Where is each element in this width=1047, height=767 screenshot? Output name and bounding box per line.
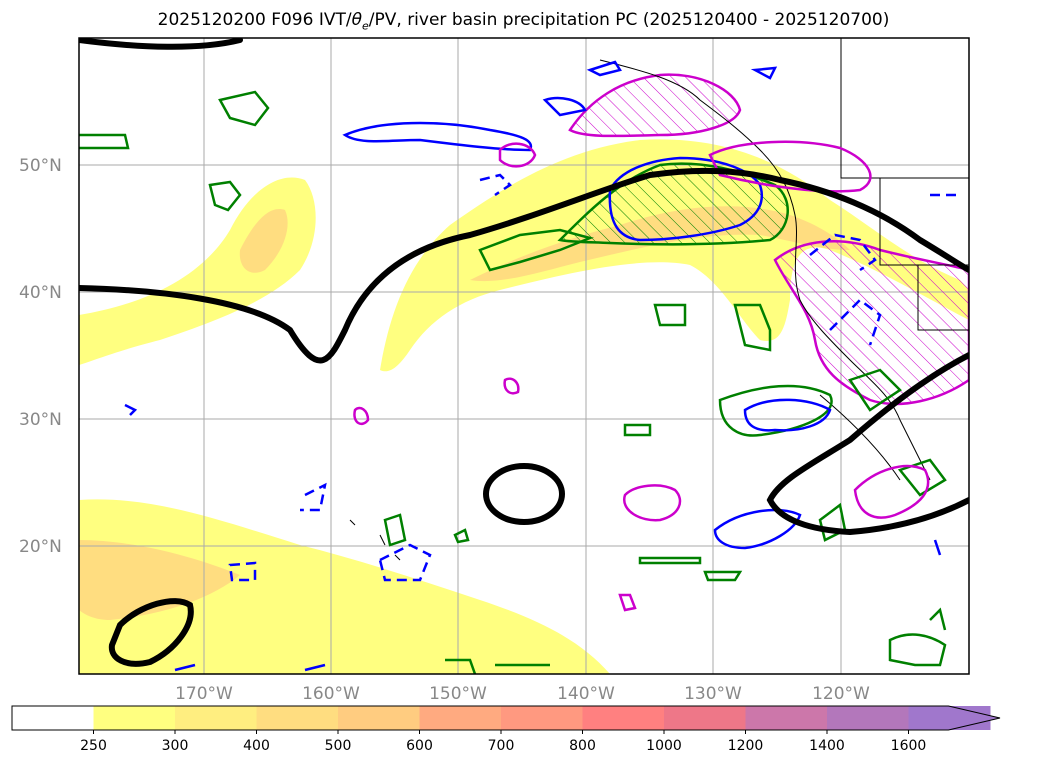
colorbar-segment: [582, 706, 665, 730]
pv-contour-east: [766, 352, 969, 536]
colorbar-outline: [11, 705, 1001, 731]
colorbar-segment: [338, 706, 420, 730]
colorbar-tick-label: 800: [569, 738, 596, 754]
coastlines: [349, 38, 969, 561]
colorbar-tick-label: 600: [406, 738, 433, 754]
colorbar-segment: [256, 706, 339, 730]
colorbar-tick-label: 500: [325, 738, 352, 754]
map-layers: [79, 38, 969, 674]
lon-label-170w: 170°W: [175, 684, 233, 704]
ivt-band-south-core: [79, 540, 240, 620]
precip-hatch-magenta: [773, 240, 969, 406]
lat-label-30n: 30°N: [19, 410, 62, 430]
pv-contour-ring-southwest: [108, 598, 194, 667]
colorbar-tick-label: 250: [80, 738, 107, 754]
colorbar-tick-label: 1200: [728, 738, 764, 754]
colorbar-tick-label: 300: [162, 738, 189, 754]
lat-label-40n: 40°N: [19, 283, 62, 303]
colorbar-segment: [175, 706, 257, 730]
colorbar-segment: [501, 706, 583, 730]
colorbar-tick-label: 400: [243, 738, 270, 754]
green-contours: [79, 90, 947, 674]
lon-label-120w: 120°W: [812, 684, 870, 704]
plot-title: 2025120200 F096 IVT/θe/PV, river basin p…: [157, 10, 890, 33]
colorbar-segment: [664, 706, 746, 730]
lon-labels: 170°W 160°W 150°W 140°W 130°W 120°W: [175, 684, 870, 704]
pv-contour-top: [79, 38, 243, 50]
colorbar-segment: [419, 706, 502, 730]
lon-label-160w: 160°W: [302, 684, 360, 704]
pv-contour-north: [79, 167, 969, 364]
colorbar-tick-label: 1600: [891, 738, 927, 754]
colorbar-tick-label: 1000: [646, 738, 682, 754]
precip-hatch-magenta-north: [568, 73, 742, 138]
blue-contours: [124, 60, 960, 672]
colorbar-tick-label: 700: [488, 738, 515, 754]
magenta-contours: [353, 140, 930, 612]
ivt-band-south: [79, 499, 610, 674]
colorbar-tick-label: 1400: [809, 738, 845, 754]
colorbar-segment: [12, 706, 94, 730]
map-border: [78, 37, 970, 675]
lat-label-50n: 50°N: [19, 156, 62, 176]
lat-label-20n: 20°N: [19, 537, 62, 557]
ivt-band-north: [380, 139, 969, 372]
pv-contours: [79, 38, 969, 667]
pv-contour-ring-center: [483, 463, 565, 525]
lon-label-150w: 150°W: [429, 684, 487, 704]
lat-labels: 50°N 40°N 30°N 20°N: [19, 156, 62, 557]
colorbar-segment: [745, 706, 828, 730]
ivt-band-west-core: [239, 209, 288, 273]
colorbar-segment: [93, 706, 176, 730]
lon-label-140w: 140°W: [557, 684, 615, 704]
lon-label-130w: 130°W: [684, 684, 742, 704]
colorbar-segment: [827, 706, 909, 730]
ivt-shading: [79, 139, 969, 674]
colorbar-extend-arrow: [908, 706, 1000, 730]
colorbar: 250 300 400 500 600 700 800 1000 1200 1400 1600: [11, 705, 1001, 754]
